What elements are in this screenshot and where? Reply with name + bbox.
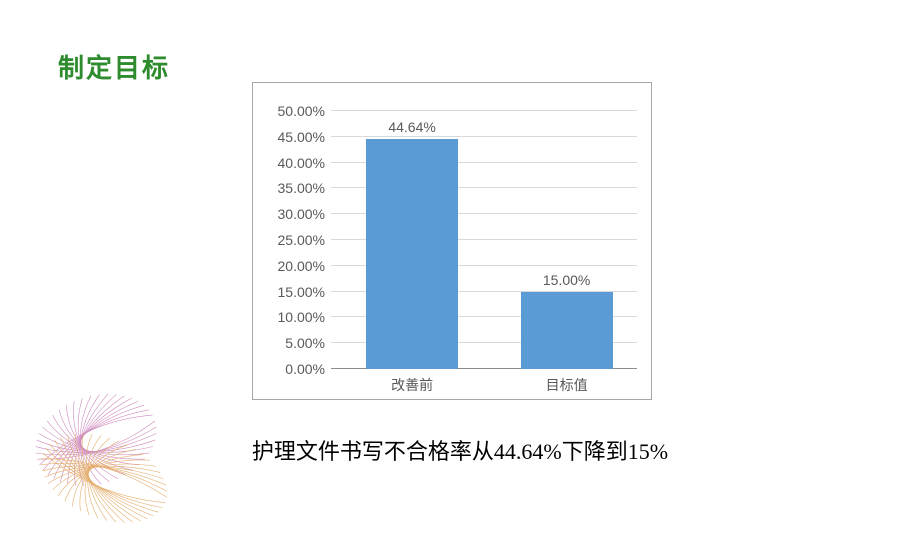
y-tick-label: 30.00% [255, 206, 325, 222]
y-tick-label: 45.00% [255, 129, 325, 145]
y-tick-label: 0.00% [255, 361, 325, 377]
gridline: 45.00% [331, 136, 637, 137]
decorative-swirl [18, 370, 188, 540]
y-tick-label: 25.00% [255, 232, 325, 248]
bar-value-label: 44.64% [388, 119, 435, 135]
x-tick-label: 目标值 [546, 375, 588, 395]
bar-chart: 0.00% 5.00% 10.00% 15.00% 20.00% 25.00% 30.00%… [252, 82, 652, 400]
y-tick-label: 50.00% [255, 103, 325, 119]
y-tick-label: 15.00% [255, 284, 325, 300]
y-tick-label: 35.00% [255, 180, 325, 196]
plot-area: 0.00%5.00%10.00%15.00%20.00%25.00%30.00%… [331, 111, 637, 369]
y-tick-label: 20.00% [255, 258, 325, 274]
bar-value-label: 15.00% [543, 272, 590, 288]
y-tick-label: 40.00% [255, 155, 325, 171]
x-tick-label: 改善前 [391, 375, 433, 395]
y-tick-label: 5.00% [255, 335, 325, 351]
page-title: 制定目标 [58, 48, 170, 85]
y-tick-label: 10.00% [255, 309, 325, 325]
bar: 15.00% [521, 292, 613, 369]
gridline: 50.00% [331, 110, 637, 111]
bar: 44.64% [366, 139, 458, 369]
